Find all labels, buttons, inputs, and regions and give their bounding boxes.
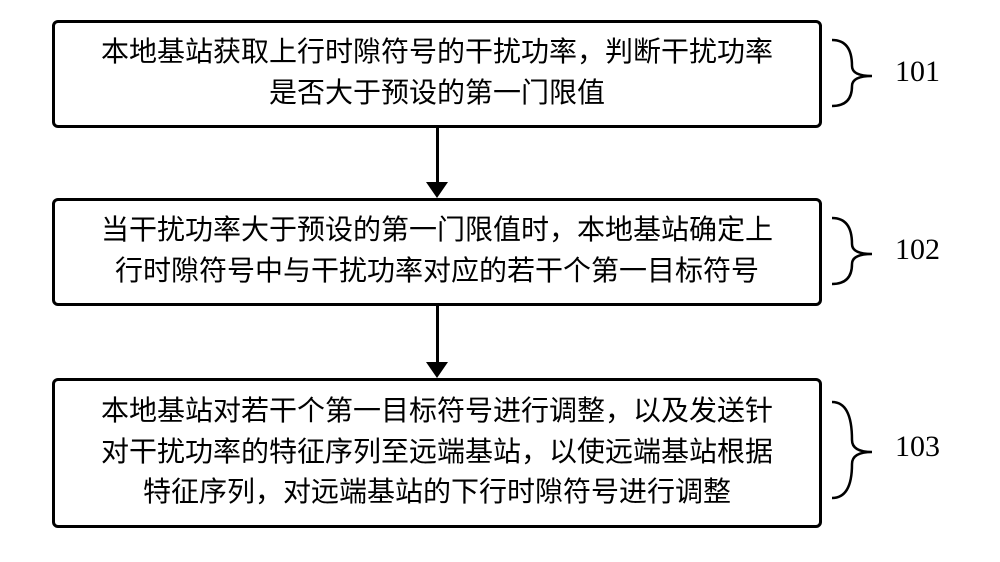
flow-step-103-text: 本地基站对若干个第一目标符号进行调整，以及发送针 对干扰功率的特征序列至远端基站… [91, 392, 783, 514]
connector-102-103 [436, 306, 439, 362]
flow-step-102-label: 102 [895, 233, 940, 267]
connector-101-102-arrow [426, 182, 448, 198]
connector-102-103-arrow [426, 362, 448, 378]
flow-step-102: 当干扰功率大于预设的第一门限值时，本地基站确定上 行时隙符号中与干扰功率对应的若… [52, 198, 822, 306]
flow-step-101-label: 101 [895, 55, 940, 89]
flow-step-102-bracket [830, 216, 890, 286]
flow-step-101-text: 本地基站获取上行时隙符号的干扰功率，判断干扰功率 是否大于预设的第一门限值 [91, 33, 783, 114]
flow-step-103: 本地基站对若干个第一目标符号进行调整，以及发送针 对干扰功率的特征序列至远端基站… [52, 378, 822, 528]
flow-step-101: 本地基站获取上行时隙符号的干扰功率，判断干扰功率 是否大于预设的第一门限值 [52, 20, 822, 128]
flowchart-canvas: 本地基站获取上行时隙符号的干扰功率，判断干扰功率 是否大于预设的第一门限值 10… [0, 0, 1000, 562]
flow-step-101-bracket [830, 38, 890, 108]
flow-step-102-text: 当干扰功率大于预设的第一门限值时，本地基站确定上 行时隙符号中与干扰功率对应的若… [91, 211, 783, 292]
flow-step-103-label: 103 [895, 430, 940, 464]
connector-101-102 [436, 128, 439, 182]
flow-step-103-bracket [830, 400, 890, 500]
